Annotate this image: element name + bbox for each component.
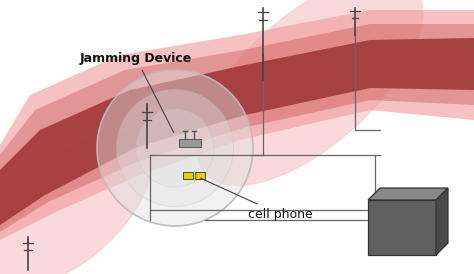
Circle shape (117, 90, 234, 207)
Bar (195, 172, 205, 178)
Ellipse shape (0, 133, 152, 274)
Circle shape (97, 70, 253, 226)
Text: cell phone: cell phone (201, 178, 313, 221)
Polygon shape (0, 10, 474, 240)
Circle shape (136, 109, 214, 187)
Polygon shape (0, 24, 474, 232)
Polygon shape (368, 188, 448, 200)
Polygon shape (0, 38, 474, 225)
Bar (183, 172, 193, 178)
Text: Jamming Device: Jamming Device (80, 52, 192, 133)
Polygon shape (436, 188, 448, 255)
Bar (368, 200, 436, 255)
Bar (179, 139, 201, 147)
Ellipse shape (197, 0, 423, 185)
